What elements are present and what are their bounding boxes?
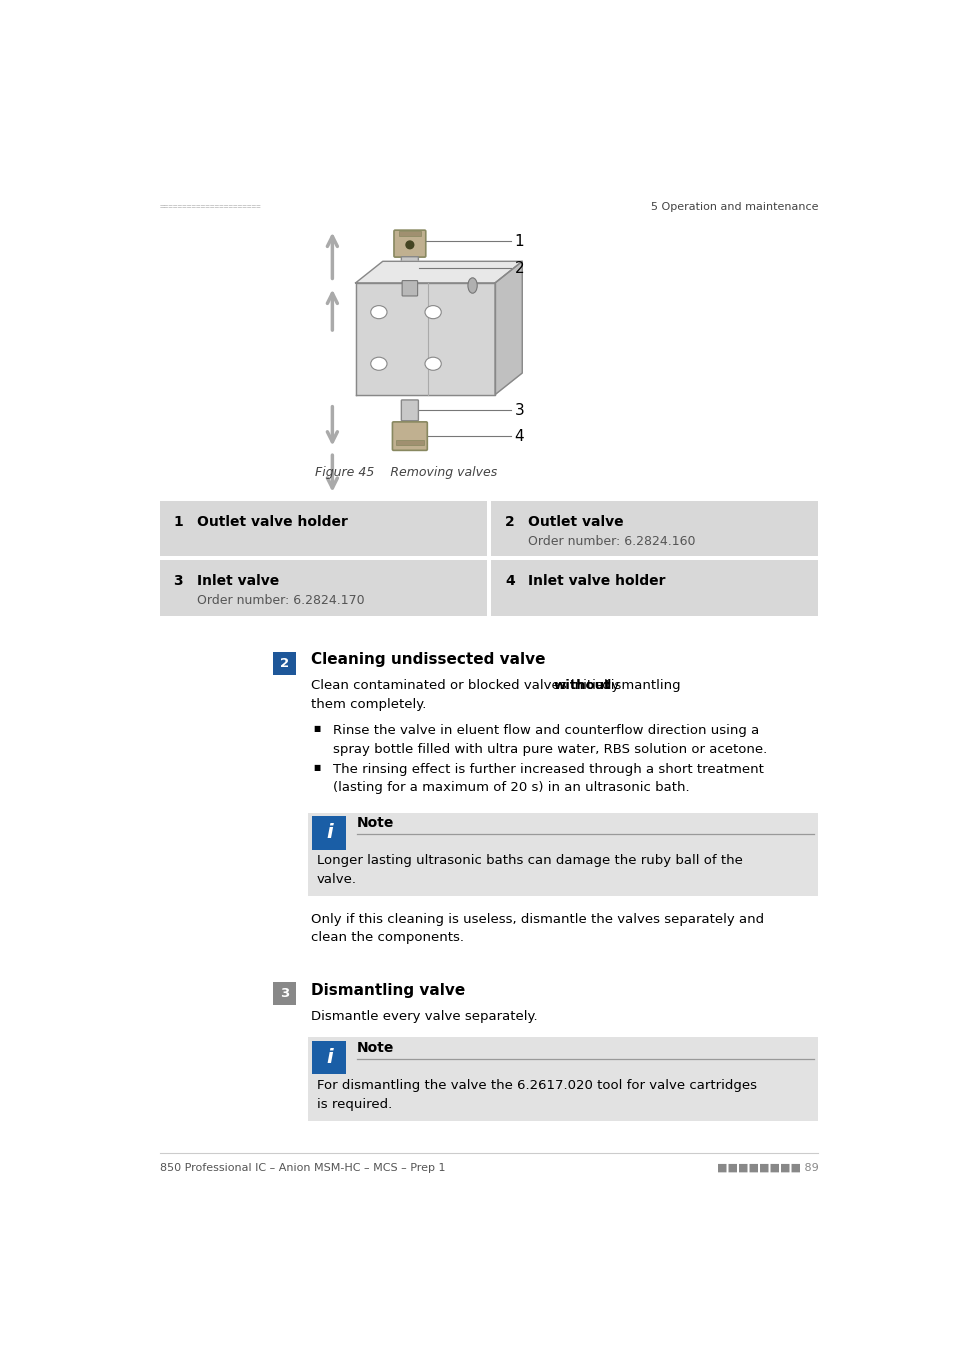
Ellipse shape bbox=[467, 278, 476, 293]
Text: Note: Note bbox=[356, 1041, 395, 1054]
Bar bbox=[307, 1038, 818, 1120]
Text: 5 Operation and maintenance: 5 Operation and maintenance bbox=[650, 202, 818, 212]
Bar bbox=[307, 813, 818, 896]
Text: valve.: valve. bbox=[316, 872, 356, 886]
FancyBboxPatch shape bbox=[398, 231, 420, 236]
Text: Note: Note bbox=[356, 815, 395, 830]
Text: without: without bbox=[553, 679, 611, 693]
Text: spray bottle filled with ultra pure water, RBS solution or acetone.: spray bottle filled with ultra pure wate… bbox=[333, 743, 766, 756]
Bar bbox=[159, 501, 486, 556]
Text: 4: 4 bbox=[514, 428, 523, 444]
Bar bbox=[491, 560, 818, 616]
Text: them completely.: them completely. bbox=[311, 698, 426, 711]
Text: Figure 45    Removing valves: Figure 45 Removing valves bbox=[314, 466, 497, 479]
Text: dismantling: dismantling bbox=[598, 679, 680, 693]
Text: 4: 4 bbox=[505, 574, 515, 589]
Ellipse shape bbox=[371, 358, 387, 370]
Text: Clean contaminated or blocked valves initially: Clean contaminated or blocked valves ini… bbox=[311, 679, 623, 693]
Text: 2: 2 bbox=[505, 514, 515, 529]
FancyBboxPatch shape bbox=[395, 440, 423, 444]
Text: 2: 2 bbox=[514, 261, 523, 275]
Text: ■: ■ bbox=[313, 724, 320, 733]
Text: Inlet valve holder: Inlet valve holder bbox=[528, 574, 665, 589]
Text: 3: 3 bbox=[279, 987, 289, 1000]
Text: i: i bbox=[326, 1048, 333, 1067]
Text: ■■■■■■■■ 89: ■■■■■■■■ 89 bbox=[716, 1162, 818, 1173]
Text: 850 Professional IC – Anion MSM-HC – MCS – Prep 1: 850 Professional IC – Anion MSM-HC – MCS… bbox=[159, 1162, 445, 1173]
Text: ■: ■ bbox=[313, 763, 320, 772]
FancyBboxPatch shape bbox=[402, 281, 417, 296]
Text: Dismantle every valve separately.: Dismantle every valve separately. bbox=[311, 1010, 537, 1023]
Text: ======================: ====================== bbox=[159, 202, 261, 211]
FancyBboxPatch shape bbox=[394, 230, 425, 256]
Polygon shape bbox=[495, 262, 521, 394]
Text: (lasting for a maximum of 20 s) in an ultrasonic bath.: (lasting for a maximum of 20 s) in an ul… bbox=[333, 782, 689, 794]
Text: Order number: 6.2824.170: Order number: 6.2824.170 bbox=[196, 594, 364, 608]
FancyBboxPatch shape bbox=[401, 256, 418, 279]
Text: clean the components.: clean the components. bbox=[311, 931, 464, 944]
Text: Order number: 6.2824.160: Order number: 6.2824.160 bbox=[528, 535, 696, 548]
Text: 3: 3 bbox=[173, 574, 183, 589]
Text: is required.: is required. bbox=[316, 1098, 392, 1111]
Ellipse shape bbox=[424, 358, 441, 370]
Text: 1: 1 bbox=[173, 514, 183, 529]
Text: Longer lasting ultrasonic baths can damage the ruby ball of the: Longer lasting ultrasonic baths can dama… bbox=[316, 855, 742, 867]
Text: Outlet valve: Outlet valve bbox=[528, 514, 623, 529]
Text: The rinsing effect is further increased through a short treatment: The rinsing effect is further increased … bbox=[333, 763, 763, 776]
Bar bbox=[312, 815, 346, 849]
Text: Inlet valve: Inlet valve bbox=[196, 574, 278, 589]
FancyBboxPatch shape bbox=[392, 423, 427, 451]
Text: Rinse the valve in eluent flow and counterflow direction using a: Rinse the valve in eluent flow and count… bbox=[333, 724, 759, 737]
Text: i: i bbox=[326, 824, 333, 842]
FancyBboxPatch shape bbox=[401, 400, 418, 421]
Bar bbox=[273, 981, 295, 1006]
Bar bbox=[312, 1041, 346, 1075]
Text: Dismantling valve: Dismantling valve bbox=[311, 983, 465, 998]
Text: 3: 3 bbox=[514, 402, 524, 418]
Polygon shape bbox=[355, 262, 521, 284]
Text: 2: 2 bbox=[279, 656, 289, 670]
Text: Outlet valve holder: Outlet valve holder bbox=[196, 514, 347, 529]
Text: Cleaning undissected valve: Cleaning undissected valve bbox=[311, 652, 545, 667]
Text: Only if this cleaning is useless, dismantle the valves separately and: Only if this cleaning is useless, disman… bbox=[311, 913, 763, 926]
Polygon shape bbox=[355, 284, 495, 394]
Bar bbox=[491, 501, 818, 556]
Circle shape bbox=[406, 242, 414, 248]
Bar bbox=[159, 560, 486, 616]
Bar bbox=[273, 652, 295, 675]
Text: For dismantling the valve the 6.2617.020 tool for valve cartridges: For dismantling the valve the 6.2617.020… bbox=[316, 1079, 756, 1092]
Ellipse shape bbox=[371, 305, 387, 319]
Ellipse shape bbox=[424, 305, 441, 319]
Text: 1: 1 bbox=[514, 234, 523, 248]
